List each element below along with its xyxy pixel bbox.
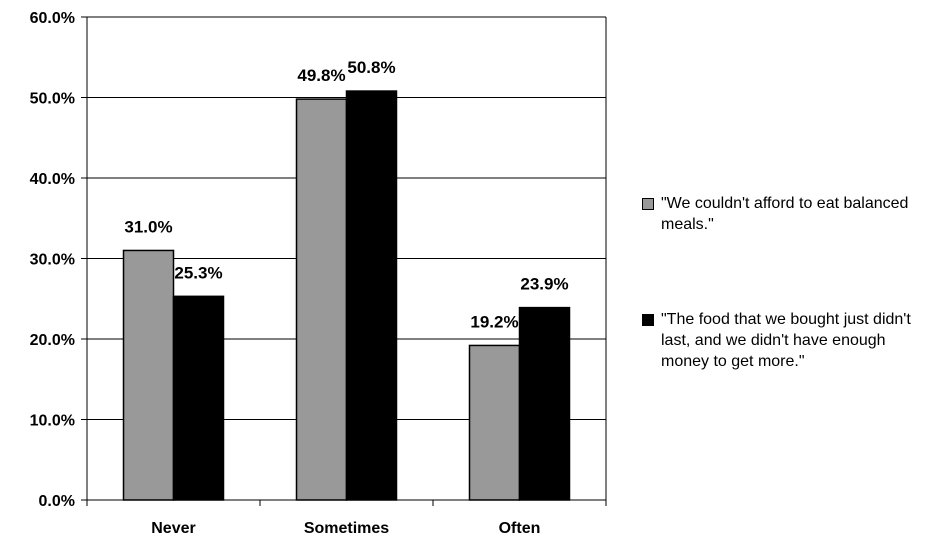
y-tick-label: 0.0% [39, 493, 75, 510]
legend-swatch-black [642, 314, 654, 326]
category-label: Often [499, 520, 541, 537]
bar-food-did-not-last-sometimes [345, 90, 398, 501]
y-tick-labels: 0.0% 10.0% 20.0% 30.0% 40.0% 50.0% 60.0% [30, 10, 75, 510]
y-tick-label: 10.0% [30, 413, 75, 430]
category-label: Never [151, 520, 195, 537]
bar-afford-balanced-meals-sometimes [295, 98, 348, 501]
y-tick-label: 20.0% [30, 332, 75, 349]
data-label: 50.8% [347, 58, 395, 77]
y-tick-label: 30.0% [30, 252, 75, 269]
y-tick-label: 40.0% [30, 171, 75, 188]
legend-label: "We couldn't afford to eat balanced meal… [661, 195, 909, 233]
legend-swatch-gray [642, 198, 654, 210]
category-labels: Never Sometimes Often [151, 520, 540, 537]
legend-label: "The food that we bought just didn't las… [661, 311, 911, 370]
bar-afford-balanced-meals-often [468, 344, 521, 501]
legend-item-affordability: "We couldn't afford to eat balanced meal… [642, 193, 932, 235]
bar-food-did-not-last-never [172, 295, 225, 501]
bars [122, 90, 571, 501]
legend-item-food-did-not-last: "The food that we bought just didn't las… [642, 309, 932, 372]
data-labels: 31.0% 25.3% 49.8% 50.8% 19.2%23.9% [124, 58, 568, 331]
y-tick-label: 50.0% [30, 91, 75, 108]
category-label: Sometimes [304, 520, 389, 537]
data-label: 23.9% [520, 275, 568, 294]
bar-food-did-not-last-often [518, 306, 571, 501]
data-label: 19.2% [470, 312, 518, 331]
y-tick-label: 60.0% [30, 10, 75, 27]
data-label: 31.0% [124, 217, 172, 236]
data-label: 25.3% [174, 263, 222, 282]
data-label: 49.8% [297, 66, 345, 85]
axes [81, 16, 607, 506]
bar-afford-balanced-meals-never [122, 249, 175, 501]
